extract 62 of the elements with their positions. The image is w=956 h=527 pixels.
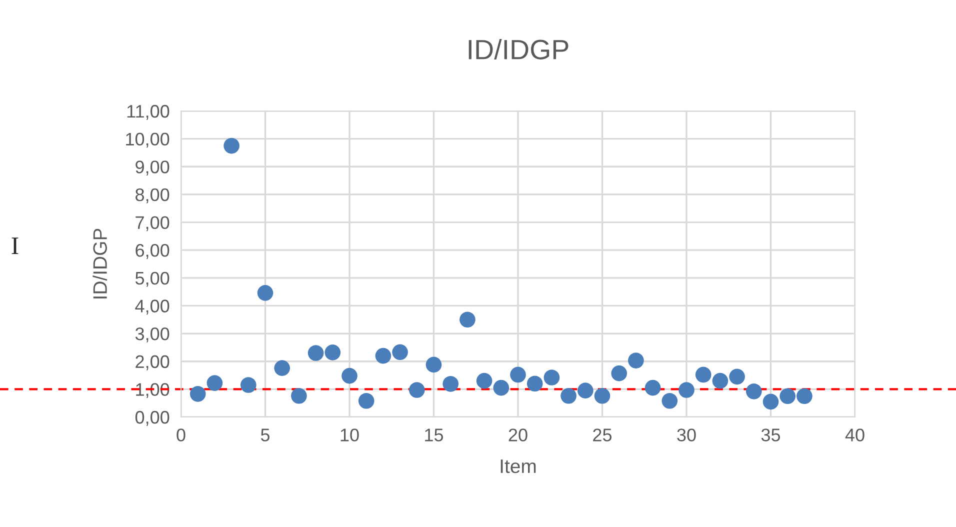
y-tick-label: 3,00 bbox=[135, 327, 170, 342]
point bbox=[190, 386, 206, 402]
point bbox=[324, 344, 341, 360]
point bbox=[476, 372, 492, 389]
y-tick-label: 4,00 bbox=[135, 300, 170, 315]
point bbox=[762, 394, 779, 410]
x-tick-label: 35 bbox=[761, 428, 780, 442]
point bbox=[560, 388, 576, 404]
point bbox=[392, 344, 408, 360]
y-axis-title: ID/IDGP bbox=[92, 228, 107, 298]
point bbox=[594, 388, 610, 404]
y-tick-label: 2,00 bbox=[136, 355, 170, 370]
y-tick-label: 6,00 bbox=[136, 244, 170, 259]
point bbox=[611, 365, 628, 382]
point bbox=[746, 383, 762, 400]
y-tick-label: 1,00 bbox=[136, 383, 170, 398]
x-tick-label: 25 bbox=[593, 428, 612, 442]
chart-title: ID/IDGP bbox=[468, 39, 568, 60]
x-tick-label: 40 bbox=[845, 428, 864, 442]
x-tick-label: 15 bbox=[425, 428, 444, 442]
x-axis-title: Item bbox=[500, 460, 536, 474]
point bbox=[712, 372, 728, 389]
point bbox=[206, 375, 223, 391]
point bbox=[342, 368, 358, 384]
point bbox=[577, 382, 594, 398]
x-tick-label: 30 bbox=[677, 428, 696, 442]
x-tick-label: 10 bbox=[340, 428, 359, 442]
x-tick-label: 20 bbox=[508, 428, 528, 442]
y-tick-label: 8,00 bbox=[136, 188, 170, 204]
point bbox=[493, 380, 510, 396]
point bbox=[358, 392, 374, 409]
y-tick-label: 11,00 bbox=[127, 104, 170, 120]
point bbox=[257, 285, 274, 301]
x-tick-label: 5 bbox=[260, 428, 270, 442]
point bbox=[426, 356, 442, 373]
point bbox=[460, 312, 476, 328]
point bbox=[644, 380, 661, 396]
point bbox=[544, 370, 560, 386]
x-tick-label: 0 bbox=[176, 428, 186, 442]
point bbox=[408, 382, 425, 398]
y-tick-label: 9,00 bbox=[136, 160, 170, 176]
point bbox=[628, 352, 644, 368]
point bbox=[510, 366, 526, 383]
point bbox=[526, 376, 543, 392]
point bbox=[695, 366, 712, 383]
y-tick-label: 7,00 bbox=[136, 216, 170, 232]
point bbox=[240, 377, 256, 393]
point bbox=[662, 392, 678, 409]
point bbox=[274, 360, 290, 376]
point bbox=[291, 388, 307, 404]
point bbox=[796, 388, 812, 404]
point bbox=[375, 348, 392, 364]
point bbox=[308, 345, 324, 361]
point bbox=[678, 382, 694, 398]
point bbox=[224, 138, 240, 154]
y-tick-label: 10,00 bbox=[126, 132, 170, 148]
y-tick-label: 5,00 bbox=[135, 272, 170, 287]
point bbox=[442, 376, 459, 392]
y-tick-label: 0,00 bbox=[135, 410, 170, 426]
point bbox=[729, 368, 745, 385]
point bbox=[780, 388, 796, 404]
text: I bbox=[12, 238, 18, 254]
